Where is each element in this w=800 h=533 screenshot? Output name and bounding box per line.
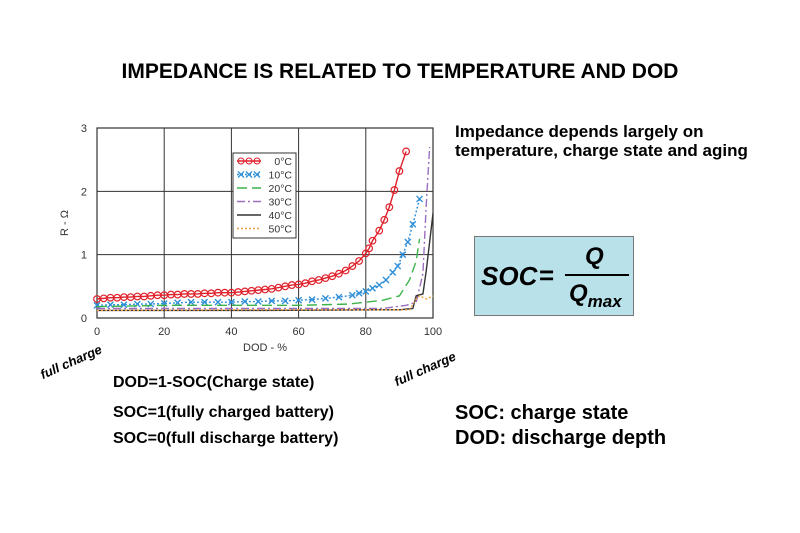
legend-label: 20°C [269, 183, 293, 195]
legend-marker [245, 171, 253, 178]
fraction-bar [565, 274, 629, 276]
data-point [416, 195, 424, 203]
legend-label: 10°C [269, 170, 293, 182]
x-tick-label: 100 [424, 326, 442, 338]
formula-denominator: Qmax [569, 280, 622, 312]
data-point [385, 203, 394, 212]
description: Impedance depends largely on temperature… [455, 122, 748, 160]
data-point [93, 301, 101, 309]
data-point [321, 274, 330, 283]
data-point [355, 289, 363, 297]
data-point [335, 293, 343, 301]
x-tick-label: 40 [225, 326, 237, 338]
formula-lhs: SOC [481, 261, 538, 291]
series-line-5 [96, 294, 434, 312]
data-point [409, 220, 417, 228]
data-point [301, 279, 310, 288]
legend-label: 30°C [269, 197, 293, 209]
series-line-3 [97, 146, 431, 310]
data-point [369, 284, 377, 292]
data-point [348, 291, 356, 299]
data-point [281, 297, 289, 305]
data-point [404, 238, 412, 246]
data-point [382, 276, 390, 284]
slide-title: IMPEDANCE IS RELATED TO TEMPERATURE AND … [121, 60, 679, 83]
data-point [375, 281, 383, 289]
data-point [254, 298, 262, 306]
data-point [295, 296, 303, 304]
note-soc-1: SOC=1(fully charged battery) [113, 404, 334, 421]
data-point [268, 297, 276, 305]
y-tick-label: 3 [81, 123, 87, 135]
data-point [241, 298, 249, 306]
data-point [362, 287, 370, 295]
data-point [308, 296, 316, 304]
legend-label: 40°C [269, 210, 293, 222]
data-point [314, 276, 323, 284]
data-point [335, 269, 343, 278]
definition-dod: DOD: discharge depth [455, 427, 667, 449]
data-point [390, 186, 399, 194]
note-dod: DOD=1-SOC(Charge state) [113, 374, 315, 391]
soc-formula-box: SOC = Q Qmax [474, 236, 634, 316]
legend-marker [237, 171, 245, 178]
x-tick-label: 20 [158, 326, 170, 338]
x-tick-label: 0 [94, 326, 100, 338]
legend-marker [253, 171, 261, 178]
data-point [348, 262, 357, 270]
note-soc-0: SOC=0(full discharge battery) [113, 430, 339, 447]
data-point [201, 298, 209, 306]
series-line-2 [96, 238, 421, 308]
data-point [227, 298, 235, 306]
data-point [321, 294, 329, 302]
y-tick-label: 0 [81, 313, 87, 325]
legend-label: 0°C [274, 156, 292, 168]
series-line-0 [96, 151, 407, 300]
data-point [402, 147, 411, 156]
data-point [328, 272, 337, 281]
data-point [341, 266, 350, 275]
legend-box [232, 152, 297, 239]
formula-numerator: Q [585, 243, 604, 270]
data-point [365, 244, 374, 253]
data-point [389, 268, 397, 276]
y-axis-label: R - Ω [59, 210, 71, 236]
x-tick-label: 60 [292, 326, 304, 338]
x-axis-label: DOD - % [243, 342, 287, 354]
data-point [395, 167, 404, 175]
data-point [375, 226, 384, 235]
legend-label: 50°C [269, 224, 293, 236]
legend-marker [253, 157, 261, 165]
x-tick-label: 80 [360, 326, 372, 338]
data-point [214, 298, 222, 306]
data-point [394, 262, 402, 270]
denominator-q: Q [569, 280, 588, 307]
y-tick-label: 2 [81, 186, 87, 198]
data-point [399, 251, 407, 259]
data-point [355, 257, 363, 265]
formula-equals: = [539, 260, 555, 290]
y-tick-label: 1 [81, 250, 87, 262]
legend-marker [237, 157, 245, 165]
data-point [368, 236, 377, 245]
data-point [380, 215, 389, 224]
definition-soc: SOC: charge state [455, 402, 629, 424]
denominator-sub: max [587, 291, 622, 311]
data-point [187, 298, 195, 306]
legend-marker [245, 157, 253, 165]
